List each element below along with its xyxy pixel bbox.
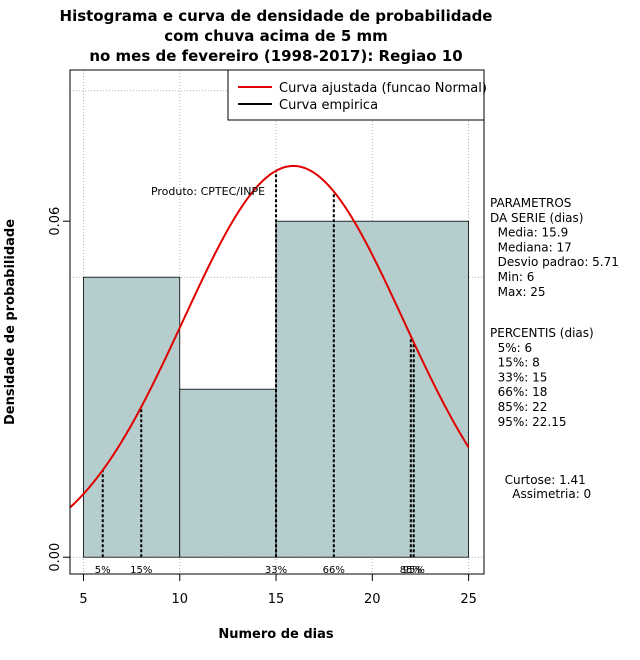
histogram-bar [179,388,277,558]
histogram-bars [83,220,469,558]
title-line-3: no mes de fevereiro (1998-2017): Regiao … [89,47,462,65]
params-line: Min: 6 [490,270,534,284]
x-axis-label: Numero de dias [218,627,334,642]
x-tick-label: 5 [79,592,87,607]
title-line-2: com chuva acima de 5 mm [164,27,388,45]
legend-box [227,69,485,121]
y-axis: 0.00 0.06 [48,207,71,572]
percentile-label: 15% [130,565,152,576]
percentile-label: 85% [400,565,422,576]
params-line: Desvio padrao: 5.71 [490,255,619,269]
legend-label: Curva ajustada (funcao Normal) [279,81,487,96]
percentis-line: 5%: 6 [490,341,532,355]
percentis-line: 66%: 18 [490,385,547,399]
x-tick-label: 25 [460,592,477,607]
percentis-line: PERCENTIS (dias) [490,326,594,340]
percentis-line: 33%: 15 [490,370,547,384]
params-line: Mediana: 17 [490,240,572,254]
y-axis-label: Densidade de probabilidade [3,219,18,425]
params-line: DA SERIE (dias) [490,211,583,225]
params-line: Max: 25 [490,285,546,299]
x-tick-label: 10 [171,592,188,607]
legend-label: Curva empirica [279,98,378,113]
percentile-label: 66% [323,565,345,576]
x-axis: 5 10 15 20 25 [79,573,477,607]
percentis-line: 85%: 22 [490,400,547,414]
shape-stat-line: Curtose: 1.41 [497,473,586,487]
y-tick-label: 0.00 [48,543,63,572]
percentis-line: 95%: 22.15 [490,415,567,429]
legend: Curva ajustada (funcao Normal) Curva empi… [227,69,487,121]
normal-curve [69,164,470,509]
x-tick-label: 20 [364,592,381,607]
percentile-label: 33% [265,565,287,576]
x-tick-label: 15 [268,592,285,607]
percentile-label: 95% [403,565,425,576]
histogram-bar [83,276,181,558]
product-annotation: Produto: CPTEC/INPE [151,185,265,198]
chart-title: Histograma e curva de densidade de proba… [60,7,493,65]
percentile-lines: 5% 15% 33% 66% 85%95% [95,170,425,576]
percentile-label: 5% [95,565,111,576]
normal-curve-path [69,164,470,509]
y-tick-label: 0.06 [48,207,63,236]
histogram-bar [275,220,469,558]
percentis-line: 15%: 8 [490,356,540,370]
params-line: Media: 15.9 [490,226,568,240]
params-line: PARAMETROS [490,196,571,210]
shape-stat-line: Assimetria: 0 [497,487,591,501]
title-line-1: Histograma e curva de densidade de proba… [60,7,493,25]
